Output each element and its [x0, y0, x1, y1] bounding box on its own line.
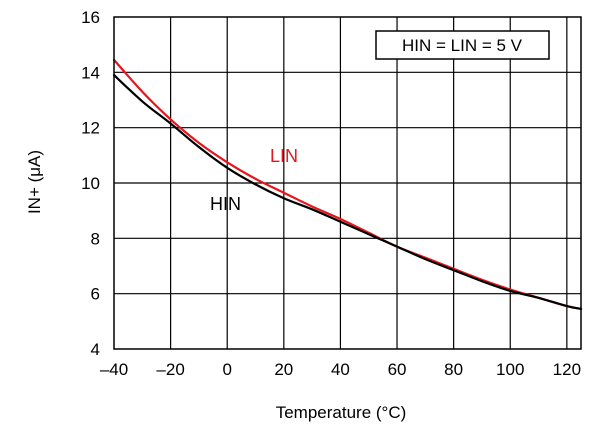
y-tick-label: 4 — [91, 340, 100, 359]
x-tick-label: 20 — [274, 360, 293, 379]
y-tick-label: 16 — [81, 8, 100, 27]
annotation-text: HIN = LIN = 5 V — [402, 36, 523, 55]
series-label-lin: LIN — [270, 146, 298, 166]
y-axis-label: IN+ (μA) — [25, 150, 44, 214]
series-line-hin — [112, 74, 583, 310]
plot-frame — [113, 16, 582, 350]
y-tick-label: 8 — [91, 229, 100, 248]
x-tick-label: –20 — [156, 360, 184, 379]
x-tick-label: 40 — [331, 360, 350, 379]
x-tick-labels: –40 –20 0 20 40 60 80 100 120 — [100, 360, 581, 379]
x-tick-label: 100 — [496, 360, 524, 379]
y-tick-label: 12 — [81, 119, 100, 138]
x-tick-label: 120 — [553, 360, 581, 379]
x-tick-label: 0 — [222, 360, 231, 379]
x-tick-label: 60 — [388, 360, 407, 379]
y-tick-label: 10 — [81, 174, 100, 193]
y-tick-labels: 4 6 8 10 12 14 16 — [81, 8, 100, 359]
series-line-lin — [112, 58, 583, 310]
series-label-hin: HIN — [210, 194, 241, 214]
x-tick-label: –40 — [100, 360, 128, 379]
y-tick-label: 6 — [91, 285, 100, 304]
annotation-box — [375, 30, 550, 60]
x-axis-label: Temperature (°C) — [276, 403, 407, 422]
y-tick-label: 14 — [81, 63, 100, 82]
series-lines — [112, 58, 583, 310]
legend-annotation: HIN = LIN = 5 V — [375, 30, 550, 60]
grid-lines — [114, 17, 581, 349]
x-tick-label: 80 — [444, 360, 463, 379]
